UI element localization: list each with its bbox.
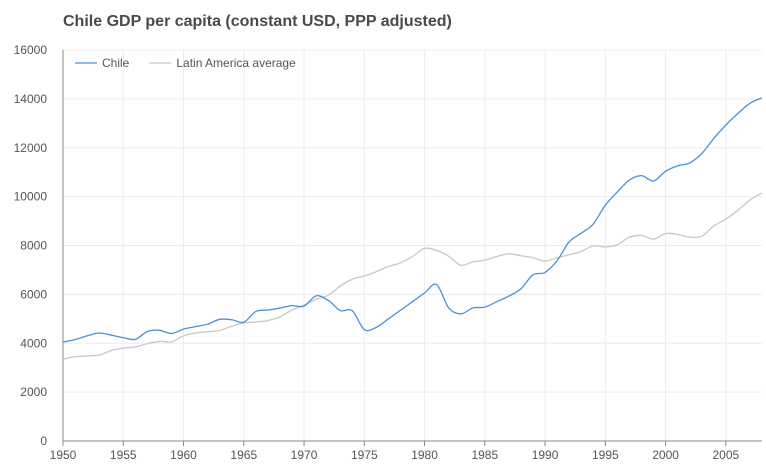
- y-tick-label: 0: [40, 434, 47, 448]
- x-tick-label: 1970: [291, 448, 318, 462]
- x-tick-label: 1980: [411, 448, 438, 462]
- y-tick-label: 2000: [20, 385, 47, 399]
- chart-title: Chile GDP per capita (constant USD, PPP …: [63, 13, 452, 30]
- x-tick-label: 1995: [592, 448, 619, 462]
- legend-label-latin-america-average: Latin America average: [176, 56, 296, 70]
- y-tick-label: 14000: [14, 92, 48, 106]
- y-tick-label: 4000: [20, 336, 47, 350]
- x-tick-label: 2000: [652, 448, 679, 462]
- x-tick-label: 1960: [170, 448, 197, 462]
- y-tick-label: 12000: [14, 141, 48, 155]
- y-tick-label: 10000: [14, 190, 48, 204]
- y-tick-label: 6000: [20, 287, 47, 301]
- y-tick-label: 16000: [14, 43, 48, 57]
- x-tick-label: 1950: [50, 448, 77, 462]
- series-line-chile: [62, 97, 763, 343]
- y-tick-label: 8000: [20, 239, 47, 253]
- x-tick-label: 2005: [712, 448, 739, 462]
- series-line-latin-america-average: [62, 192, 763, 360]
- legend-label-chile: Chile: [102, 56, 130, 70]
- x-tick-label: 1975: [351, 448, 378, 462]
- x-tick-label: 1990: [532, 448, 559, 462]
- x-tick-label: 1985: [471, 448, 498, 462]
- x-tick-label: 1955: [110, 448, 137, 462]
- x-tick-label: 1965: [230, 448, 257, 462]
